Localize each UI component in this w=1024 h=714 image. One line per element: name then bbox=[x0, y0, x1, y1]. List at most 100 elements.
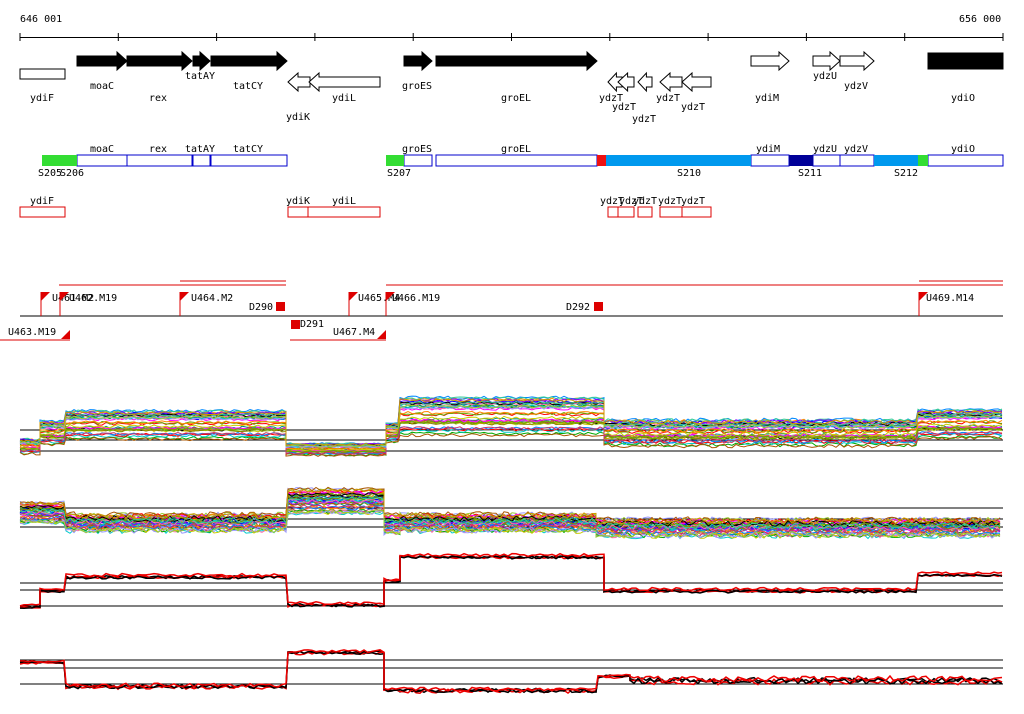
segment-gene-label: ydzV bbox=[844, 144, 868, 155]
red-gene-label: ydzT bbox=[658, 196, 682, 207]
gene-arrow bbox=[637, 71, 653, 93]
tss-flag bbox=[386, 292, 395, 301]
coordinate-ruler: 646 001 656 000 bbox=[19, 14, 1004, 41]
tss-label: U464.M2 bbox=[191, 293, 233, 304]
red-gene-label: ydzT bbox=[681, 196, 705, 207]
gene-arrow bbox=[750, 50, 790, 72]
gene-arrow bbox=[287, 71, 311, 93]
gene-arrow bbox=[126, 50, 193, 72]
segment-label: S210 bbox=[677, 168, 701, 179]
expression-profile-line bbox=[20, 428, 1003, 456]
tss-flag bbox=[377, 330, 386, 339]
red-gene-label: ydiL bbox=[332, 196, 356, 207]
gene-label: moaC bbox=[90, 81, 114, 92]
tss-flag bbox=[180, 292, 189, 301]
segment-gene-box bbox=[927, 154, 1004, 167]
tss-label: U467.M4 bbox=[333, 327, 375, 338]
expression-panel bbox=[19, 552, 1003, 610]
gene-label: ydzT bbox=[656, 93, 680, 104]
gene-label: ydzT bbox=[681, 102, 705, 113]
expression-profile-line bbox=[19, 508, 1001, 539]
red-gene-box bbox=[287, 206, 309, 218]
expression-panels bbox=[19, 395, 1003, 695]
expression-profile-line bbox=[19, 420, 1003, 453]
gene-label: tatCY bbox=[233, 81, 263, 92]
ruler-ticks bbox=[19, 33, 1004, 41]
segment-label: S212 bbox=[894, 168, 918, 179]
red-gene-box bbox=[637, 206, 653, 218]
tss-label: U469.M14 bbox=[926, 293, 974, 304]
gene-arrow bbox=[308, 71, 381, 93]
gene-arrow bbox=[659, 71, 683, 93]
tss-label: U463.M19 bbox=[8, 327, 56, 338]
gene-label: ydzT bbox=[612, 102, 636, 113]
expression-profile-line bbox=[19, 489, 1001, 526]
segment-gene-label: ydiM bbox=[756, 144, 780, 155]
expression-profile-line bbox=[19, 488, 1001, 525]
gene-label: ydiO bbox=[951, 93, 975, 104]
gene-label: ydiL bbox=[332, 93, 356, 104]
segment-gene-label: moaC bbox=[90, 144, 114, 155]
segment-gene-label: rex bbox=[149, 144, 167, 155]
tss-label: U462.M19 bbox=[69, 293, 117, 304]
expression-profile-line bbox=[19, 398, 1003, 446]
gene-label: ydiM bbox=[755, 93, 779, 104]
segment-gene-box bbox=[76, 154, 128, 167]
red-gene-label: ydiF bbox=[30, 196, 54, 207]
tss-flag bbox=[349, 292, 358, 301]
segment-gene-box bbox=[210, 154, 288, 167]
segment-label: S206 bbox=[60, 168, 84, 179]
gene-label: tatAY bbox=[185, 71, 215, 82]
tss-flag bbox=[41, 292, 50, 301]
gene-arrow bbox=[403, 50, 433, 72]
segment-gene-box bbox=[126, 154, 193, 167]
segment-gene-label: tatCY bbox=[233, 144, 263, 155]
terminator-block bbox=[291, 320, 300, 329]
red-gene-label: ydiK bbox=[286, 196, 310, 207]
expression-profile-line bbox=[19, 426, 1003, 455]
expression-profile-line bbox=[19, 505, 1001, 536]
segment-gene-label: groEL bbox=[501, 144, 531, 155]
gene-label: groES bbox=[402, 81, 432, 92]
gene-arrow bbox=[812, 50, 841, 72]
red-gene-box bbox=[607, 206, 619, 218]
gene-label: rex bbox=[149, 93, 167, 104]
expression-panel bbox=[19, 486, 1003, 540]
expression-profile-line bbox=[19, 504, 1001, 536]
expression-profile-line bbox=[19, 510, 1001, 539]
segment-gene-box bbox=[812, 154, 841, 167]
gene-label: ydiK bbox=[286, 112, 310, 123]
segment-block bbox=[386, 155, 404, 166]
red-gene-box bbox=[659, 206, 683, 218]
expression-profile-line bbox=[19, 554, 1003, 609]
gene-arrow bbox=[76, 50, 128, 72]
gene-label: ydzV bbox=[844, 81, 868, 92]
segment-gene-box bbox=[435, 154, 598, 167]
terminator-label: D291 bbox=[300, 319, 324, 330]
red-gene-box bbox=[307, 206, 381, 218]
segment-gene-label: tatAY bbox=[185, 144, 215, 155]
segment-block bbox=[42, 155, 77, 166]
expression-profile-line bbox=[19, 404, 1003, 448]
terminator-label: D290 bbox=[249, 302, 273, 313]
expression-profile-line bbox=[19, 400, 1003, 447]
terminator-block bbox=[276, 302, 285, 311]
segment-gene-label: groES bbox=[402, 144, 432, 155]
expression-profile-line bbox=[20, 649, 1003, 692]
gene-arrow bbox=[435, 50, 598, 72]
terminator-label: D292 bbox=[566, 302, 590, 313]
red-gene-box bbox=[681, 206, 712, 218]
segment-block bbox=[918, 155, 928, 166]
red-gene-label: ydzT bbox=[633, 196, 657, 207]
segment-gene-label: ydiO bbox=[951, 144, 975, 155]
expression-profile-line bbox=[20, 410, 1003, 450]
segment-gene-label: ydzU bbox=[813, 144, 837, 155]
start-coordinate: 646 001 bbox=[20, 14, 62, 25]
gene-label: ydzT bbox=[632, 114, 656, 125]
tss-label: U461.M2 bbox=[52, 293, 94, 304]
expression-panel bbox=[19, 395, 1003, 457]
tss-flag bbox=[919, 292, 928, 301]
segment-label: S205 bbox=[38, 168, 62, 179]
segment-block bbox=[597, 155, 606, 166]
